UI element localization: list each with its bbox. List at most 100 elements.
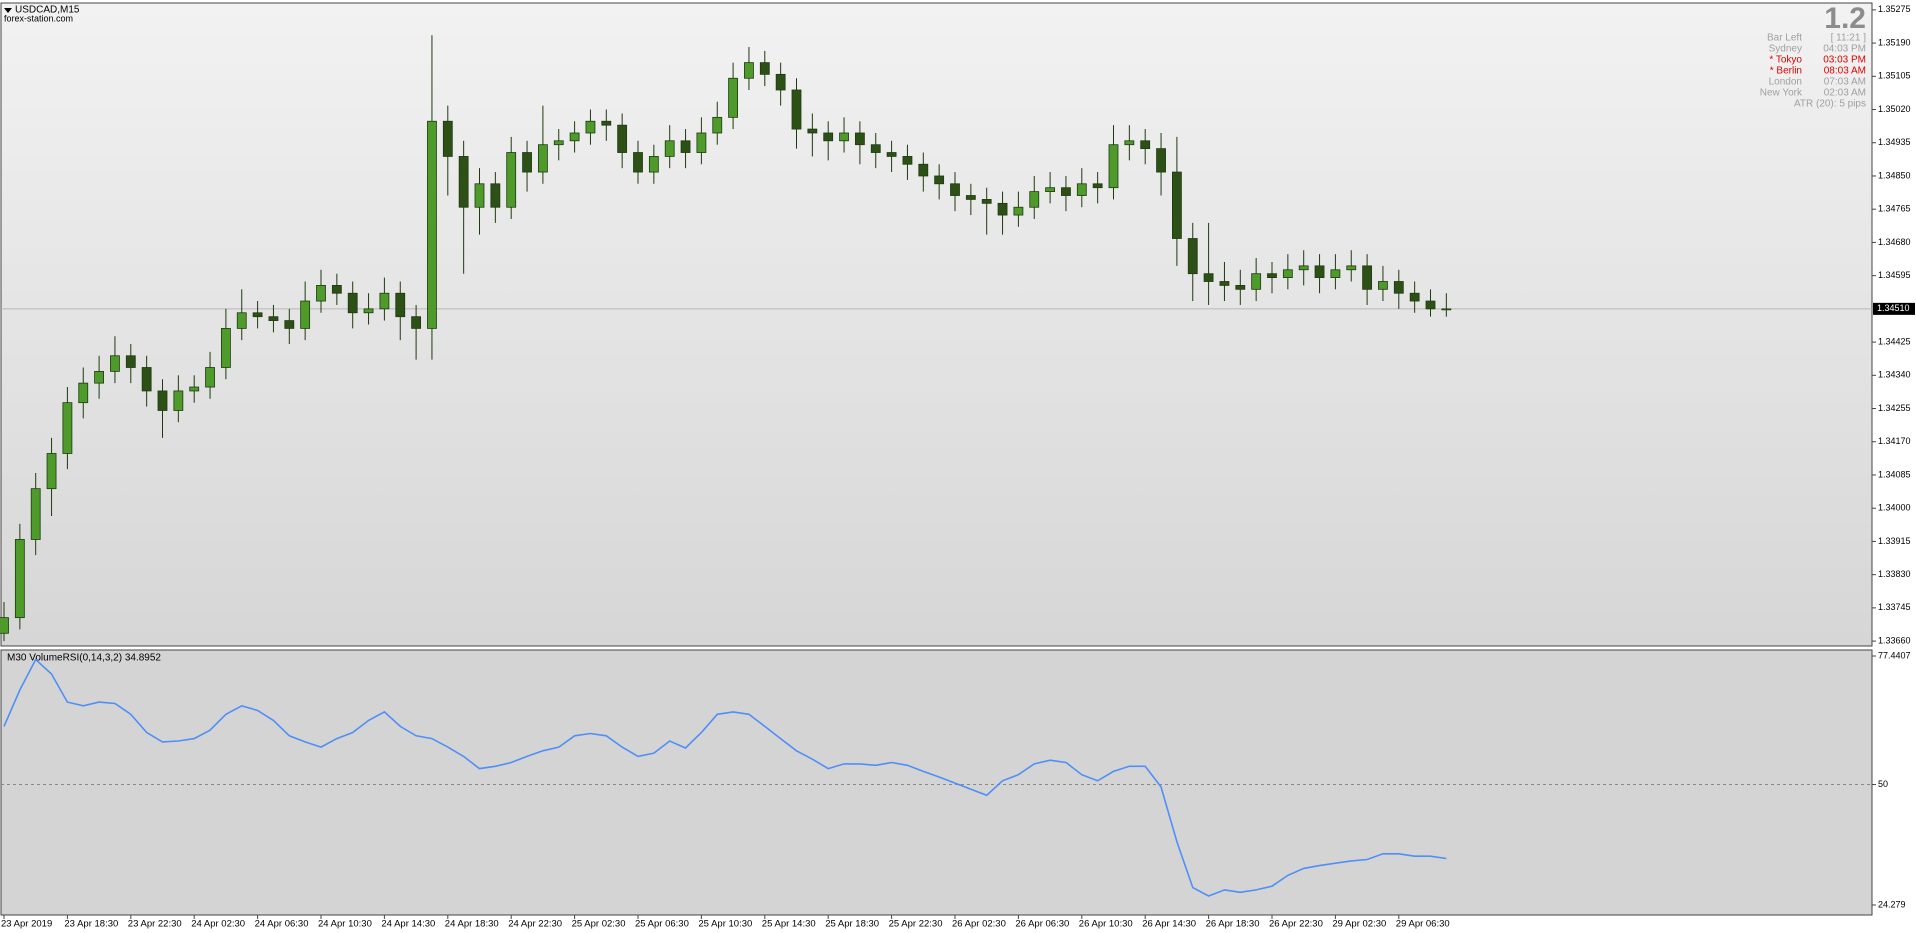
x-tick-label: 26 Apr 14:30 <box>1142 919 1196 930</box>
y-tick-label: 1.34680 <box>1878 237 1911 247</box>
x-tick-label: 25 Apr 14:30 <box>762 919 816 930</box>
indicator-panel <box>0 649 1873 916</box>
candle-body <box>728 77 738 118</box>
info-label: London <box>1769 77 1802 88</box>
candle-body <box>1092 183 1103 189</box>
candle-body <box>284 320 295 329</box>
candle-body <box>1362 265 1372 290</box>
indicator-title: M30 VolumeRSI(0,14,3,2) 34.8952 <box>7 653 161 664</box>
candle-body <box>648 156 659 173</box>
y-tick-label: 1.34595 <box>1878 270 1911 280</box>
candle-body <box>1045 187 1055 193</box>
y-tick-label: 1.34340 <box>1878 370 1911 380</box>
candle-body <box>759 62 770 75</box>
y-tick-label: 24.279 <box>1878 899 1906 909</box>
x-tick-label: 25 Apr 18:30 <box>825 919 879 930</box>
candle-body <box>490 183 501 208</box>
candle-body <box>347 292 358 314</box>
x-tick-label: 26 Apr 22:30 <box>1269 919 1323 930</box>
candle-body <box>823 132 834 142</box>
candle-body <box>141 367 152 392</box>
candle-body <box>1378 281 1388 290</box>
y-tick-label: 77.4407 <box>1878 650 1911 660</box>
candle-body <box>680 140 691 153</box>
y-tick-label: 1.34850 <box>1878 170 1911 180</box>
x-tick-label: 25 Apr 06:30 <box>635 919 689 930</box>
candle-body <box>205 367 215 388</box>
info-label: * Berlin <box>1770 66 1802 77</box>
candle-body <box>1282 269 1293 278</box>
candle-body <box>1140 140 1151 150</box>
candle-body <box>14 539 25 619</box>
candle-body <box>791 89 802 130</box>
candle-body <box>442 120 453 157</box>
symbol-menu-arrow[interactable] <box>4 8 12 13</box>
candle-body <box>712 116 723 134</box>
x-tick-label: 23 Apr 22:30 <box>128 919 182 930</box>
x-tick-label: 24 Apr 02:30 <box>191 919 245 930</box>
x-tick-label: 23 Apr 18:30 <box>64 919 118 930</box>
y-tick-label: 1.33830 <box>1878 569 1911 579</box>
candle-body <box>1029 191 1040 208</box>
candle-body <box>458 156 469 208</box>
candle-body <box>173 390 184 411</box>
candle-body <box>1314 265 1325 278</box>
candle-body <box>189 386 200 392</box>
last-price-label: 1.34510 <box>1877 303 1910 313</box>
candle-body <box>934 175 945 185</box>
candle-body <box>316 285 326 302</box>
candle-body <box>902 156 913 165</box>
candle-body <box>839 132 849 142</box>
candle-body <box>1298 265 1309 271</box>
x-tick-label: 24 Apr 06:30 <box>255 919 309 930</box>
y-tick-label: 1.35190 <box>1878 37 1911 47</box>
candle-body <box>78 382 89 404</box>
candle-body <box>268 316 279 321</box>
candle-body <box>1187 238 1198 275</box>
candle-body <box>220 328 231 368</box>
candle-body <box>110 355 120 372</box>
candle-body <box>1267 273 1277 278</box>
info-label: * Tokyo <box>1769 55 1802 66</box>
main-panel <box>0 2 1873 647</box>
y-tick-label: 1.34085 <box>1878 469 1911 479</box>
candle-body <box>1156 148 1166 173</box>
x-tick-label: 26 Apr 10:30 <box>1079 919 1133 930</box>
candle-body <box>1330 269 1341 278</box>
x-tick-label: 24 Apr 10:30 <box>318 919 372 930</box>
x-tick-label: 25 Apr 22:30 <box>889 919 943 930</box>
candle-body <box>331 285 342 294</box>
y-tick-label: 1.33660 <box>1878 635 1911 645</box>
candle-body <box>1172 171 1182 239</box>
candle-body <box>696 132 707 153</box>
candle-body <box>950 183 960 196</box>
candle-body <box>1203 273 1214 282</box>
x-tick-label: 23 Apr 2019 <box>1 919 52 930</box>
candle-body <box>125 355 136 368</box>
candle-body <box>775 73 786 91</box>
y-tick-label: 1.35105 <box>1878 71 1911 81</box>
y-tick-label: 1.33915 <box>1878 536 1911 546</box>
candle-body <box>870 144 881 153</box>
y-tick-label: 1.33745 <box>1878 602 1911 612</box>
x-tick-label: 26 Apr 18:30 <box>1206 919 1260 930</box>
candle-body <box>474 183 485 208</box>
candle-body <box>30 488 41 540</box>
chart-title: USDCAD,M15 <box>15 5 80 16</box>
x-tick-label: 24 Apr 22:30 <box>508 919 562 930</box>
y-tick-label: 1.34000 <box>1878 503 1911 513</box>
y-tick-label: 1.34425 <box>1878 336 1911 346</box>
indicator-line <box>3 658 1447 897</box>
candle-body <box>1251 273 1262 290</box>
candle-body <box>1235 285 1246 290</box>
spread-value: 1.2 <box>1824 2 1866 35</box>
candle-body <box>1441 308 1452 311</box>
candle-body <box>664 140 675 157</box>
candle-body <box>553 140 564 146</box>
candle-body <box>1124 140 1135 146</box>
x-tick-label: 29 Apr 06:30 <box>1396 919 1450 930</box>
candle-body <box>1061 187 1071 196</box>
x-tick-label: 26 Apr 06:30 <box>1015 919 1069 930</box>
